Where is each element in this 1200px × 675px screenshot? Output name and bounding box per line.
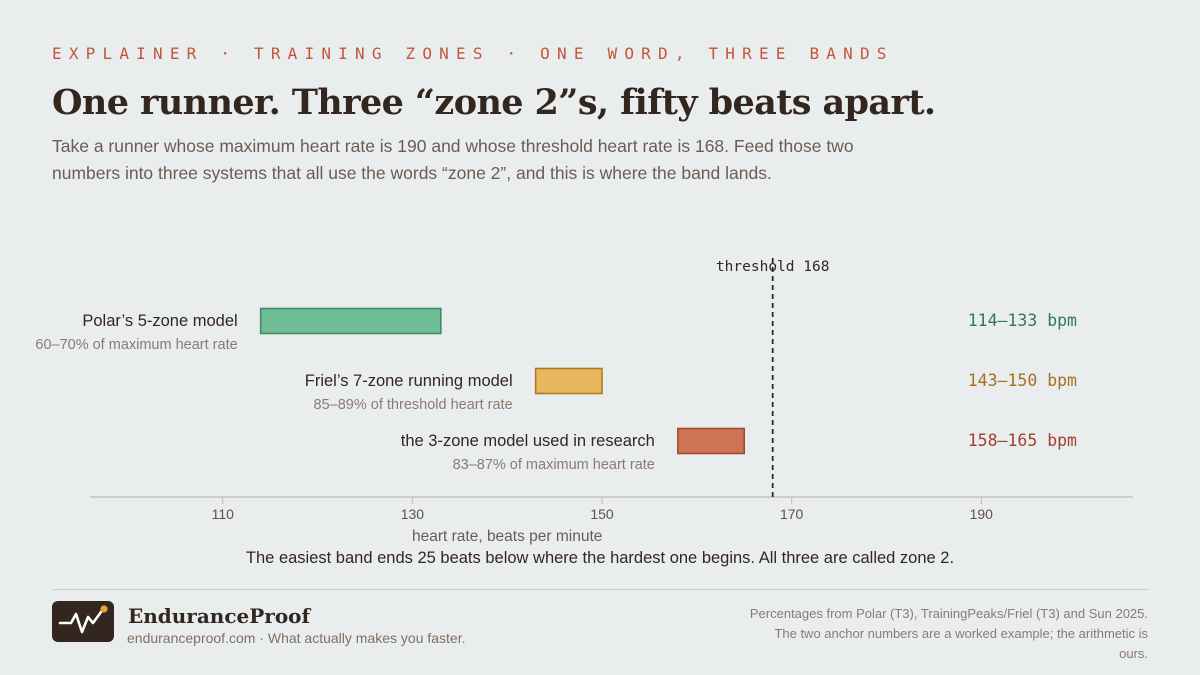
- brand-logo: [52, 601, 114, 642]
- brand-name: EnduranceProof: [128, 604, 311, 628]
- footer-divider: [52, 589, 1149, 590]
- zone-name-label: Polar’s 5-zone model: [82, 312, 237, 330]
- sources-note: Percentages from Polar (T3), TrainingPea…: [749, 606, 1148, 661]
- zone-name-label: Friel’s 7-zone running model: [305, 372, 513, 390]
- zone-bar: [677, 427, 746, 455]
- zone-definition-label: 85–89% of threshold heart rate: [314, 397, 513, 413]
- zone-definition-label: 60–70% of maximum heart rate: [35, 337, 237, 353]
- x-tick-label: 110: [212, 506, 235, 522]
- x-tick-label: 170: [780, 506, 804, 522]
- zone-range-label: 158–165 bpm: [968, 431, 1077, 450]
- zone-definition-label: 83–87% of maximum heart rate: [453, 457, 655, 473]
- x-tick-label: 150: [590, 506, 614, 522]
- zone-range-label: 143–150 bpm: [968, 371, 1077, 390]
- x-tick-label: 130: [401, 506, 425, 522]
- zone-bar: [259, 307, 442, 335]
- zone-name-label: the 3-zone model used in research: [401, 432, 655, 450]
- zone-bar: [534, 367, 603, 395]
- heartbeat-pulse-icon: [58, 605, 108, 634]
- x-axis-label: heart rate, beats per minute: [412, 528, 602, 545]
- accent-dot: [100, 605, 108, 613]
- brand-tagline: enduranceproof.com · What actually makes…: [127, 630, 466, 646]
- subtitle: Take a runner whose maximum heart rate i…: [52, 136, 854, 183]
- kicker: EXPLAINER · TRAINING ZONES · ONE WORD, T…: [52, 44, 894, 63]
- zone-range-label: 114–133 bpm: [968, 311, 1077, 330]
- chart-caption: The easiest band ends 25 beats below whe…: [245, 549, 955, 567]
- x-tick-label: 190: [970, 506, 994, 522]
- page-title: One runner. Three “zone 2”s, fifty beats…: [52, 82, 936, 123]
- threshold-label: threshold 168: [716, 259, 830, 275]
